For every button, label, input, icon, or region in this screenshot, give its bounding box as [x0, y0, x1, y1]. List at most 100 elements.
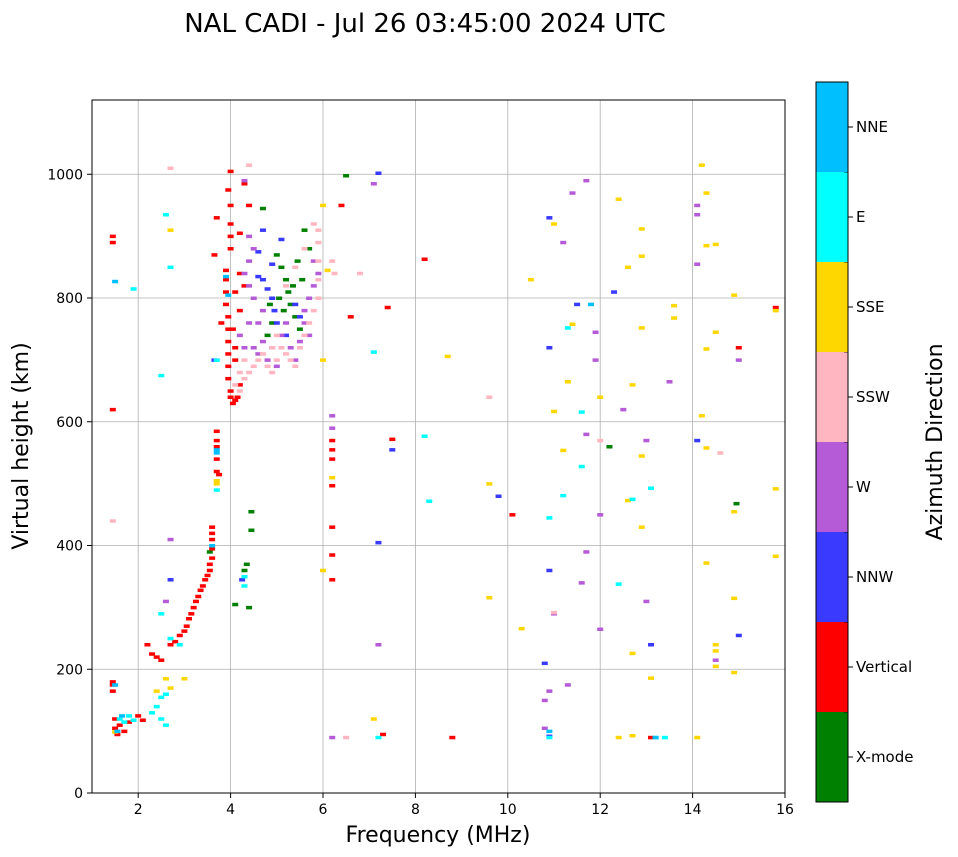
data-point	[209, 547, 216, 551]
data-point	[329, 448, 336, 452]
data-point	[232, 383, 239, 387]
colorbar-segment	[816, 262, 848, 352]
data-point	[241, 178, 248, 183]
data-point	[370, 717, 377, 721]
data-point	[329, 438, 336, 443]
data-point	[273, 358, 280, 362]
data-point	[306, 333, 313, 338]
data-point	[273, 333, 280, 338]
x-tick-label: 12	[591, 802, 609, 818]
data-point	[209, 544, 216, 548]
grid-lines	[92, 100, 786, 794]
data-point	[343, 173, 350, 178]
data-point	[222, 302, 229, 307]
data-point	[269, 370, 276, 375]
data-point	[551, 409, 557, 414]
data-point	[486, 395, 493, 399]
series-nne	[112, 274, 659, 740]
data-point	[269, 346, 276, 350]
data-point	[246, 163, 253, 167]
data-point	[130, 718, 137, 722]
data-point	[280, 308, 287, 313]
data-point	[380, 732, 387, 737]
data-point	[597, 627, 604, 632]
data-point	[320, 358, 326, 362]
data-point	[541, 661, 548, 666]
data-point	[112, 717, 119, 721]
colorbar-category-label: SSW	[856, 388, 890, 406]
data-point	[172, 639, 179, 644]
data-point	[197, 588, 204, 593]
data-point	[227, 222, 234, 226]
data-point	[259, 352, 266, 356]
data-point	[246, 234, 253, 239]
data-point	[255, 321, 262, 325]
data-point	[296, 346, 303, 350]
data-point	[320, 203, 326, 208]
data-point	[162, 677, 169, 681]
data-point	[546, 516, 553, 520]
data-point	[144, 643, 151, 647]
data-point	[703, 446, 710, 450]
data-point	[213, 457, 220, 461]
data-point	[389, 437, 396, 442]
data-point	[246, 259, 253, 263]
data-point	[638, 525, 645, 529]
data-point	[213, 479, 220, 483]
data-point	[384, 305, 391, 310]
data-point	[329, 475, 336, 480]
data-point	[192, 599, 199, 604]
data-point	[370, 182, 377, 186]
data-point	[296, 315, 303, 319]
data-point	[671, 316, 678, 320]
data-point	[652, 735, 659, 740]
data-point	[495, 494, 502, 498]
data-point	[248, 528, 255, 533]
data-point	[329, 457, 336, 461]
data-point	[546, 729, 553, 734]
data-point	[153, 655, 160, 659]
colorbar-label: Azimuth Direction	[923, 343, 948, 540]
data-point	[629, 651, 636, 656]
data-point	[114, 732, 121, 737]
data-point	[560, 493, 567, 498]
data-point	[158, 612, 165, 616]
data-point	[225, 327, 232, 331]
data-point	[222, 290, 229, 294]
data-point	[236, 333, 243, 338]
data-point	[694, 438, 701, 443]
data-point	[264, 364, 271, 369]
data-point	[551, 610, 557, 615]
data-point	[246, 370, 253, 375]
x-tick-label: 8	[411, 802, 420, 818]
data-point	[130, 287, 137, 291]
data-point	[236, 308, 243, 313]
data-point	[229, 401, 236, 406]
data-point	[315, 296, 322, 300]
data-point	[629, 733, 636, 738]
data-point	[638, 454, 645, 458]
data-point	[109, 234, 116, 239]
data-point	[449, 735, 456, 740]
data-point	[694, 203, 701, 208]
data-point	[583, 178, 590, 183]
series-sse	[112, 163, 779, 740]
data-point	[241, 358, 248, 362]
data-point	[153, 704, 160, 709]
data-point	[236, 389, 243, 393]
data-point	[587, 302, 594, 307]
data-point	[250, 346, 257, 350]
data-point	[569, 191, 576, 195]
data-point	[772, 487, 779, 491]
plot-area: 2 4 6 8 10 12 14 16 0 200 400 600 800 1000	[47, 99, 794, 818]
data-point	[227, 247, 234, 251]
data-point	[292, 315, 299, 319]
data-point	[213, 469, 220, 474]
data-point	[213, 451, 220, 455]
data-point	[546, 568, 553, 573]
colorbar: X-mode Vertical NNW W SSW SSE E NNE	[815, 81, 913, 803]
data-point	[648, 643, 655, 647]
data-point	[227, 395, 234, 399]
data-point	[541, 698, 548, 703]
data-point	[255, 274, 262, 279]
